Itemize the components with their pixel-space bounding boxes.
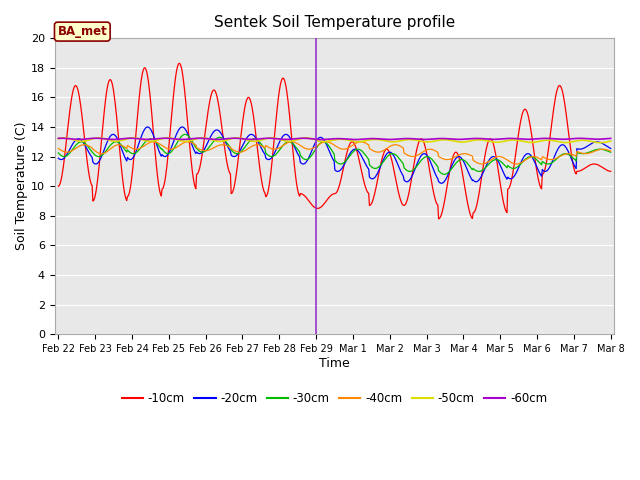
Line: -30cm: -30cm bbox=[58, 134, 611, 174]
-10cm bbox=[423, 153, 431, 158]
Y-axis label: Soil Temperature (C): Soil Temperature (C) bbox=[15, 122, 28, 251]
-10cm bbox=[435, 216, 442, 222]
-20cm bbox=[144, 124, 152, 130]
-10cm bbox=[607, 168, 614, 174]
-20cm bbox=[438, 180, 445, 186]
-10cm bbox=[249, 108, 257, 114]
-50cm bbox=[221, 138, 229, 144]
-60cm bbox=[317, 137, 324, 143]
-30cm bbox=[119, 144, 127, 150]
-60cm bbox=[120, 136, 128, 142]
X-axis label: Time: Time bbox=[319, 357, 350, 370]
-40cm bbox=[221, 142, 229, 148]
Line: -50cm: -50cm bbox=[58, 138, 611, 143]
-50cm bbox=[270, 135, 278, 141]
-40cm bbox=[249, 143, 257, 149]
-20cm bbox=[423, 153, 431, 158]
-60cm bbox=[607, 135, 614, 141]
-10cm bbox=[392, 178, 400, 184]
-50cm bbox=[607, 138, 614, 144]
Legend: -10cm, -20cm, -30cm, -40cm, -50cm, -60cm: -10cm, -20cm, -30cm, -40cm, -50cm, -60cm bbox=[117, 388, 552, 410]
-20cm bbox=[221, 139, 229, 144]
-50cm bbox=[54, 136, 62, 142]
-10cm bbox=[54, 183, 62, 189]
-40cm bbox=[478, 161, 486, 167]
-10cm bbox=[119, 180, 127, 186]
-30cm bbox=[392, 152, 400, 158]
-30cm bbox=[221, 138, 229, 144]
-30cm bbox=[440, 171, 448, 177]
-60cm bbox=[54, 135, 62, 141]
-30cm bbox=[54, 150, 62, 156]
-20cm bbox=[249, 132, 257, 138]
Title: Sentek Soil Temperature profile: Sentek Soil Temperature profile bbox=[214, 15, 455, 30]
-50cm bbox=[596, 140, 604, 145]
-30cm bbox=[270, 153, 278, 159]
-50cm bbox=[60, 135, 68, 141]
Line: -60cm: -60cm bbox=[58, 138, 611, 140]
-40cm bbox=[150, 139, 157, 144]
-60cm bbox=[393, 136, 401, 142]
-10cm bbox=[270, 142, 278, 148]
-10cm bbox=[175, 60, 183, 66]
-30cm bbox=[607, 149, 614, 155]
-60cm bbox=[270, 135, 278, 141]
-50cm bbox=[249, 138, 257, 144]
Line: -20cm: -20cm bbox=[58, 127, 611, 183]
-50cm bbox=[392, 139, 400, 144]
-60cm bbox=[424, 136, 431, 142]
Line: -10cm: -10cm bbox=[58, 63, 611, 219]
-60cm bbox=[249, 136, 257, 142]
-20cm bbox=[392, 157, 400, 163]
-30cm bbox=[181, 132, 189, 137]
-30cm bbox=[423, 154, 431, 159]
Text: BA_met: BA_met bbox=[58, 25, 107, 38]
-40cm bbox=[392, 142, 400, 148]
-40cm bbox=[119, 143, 127, 149]
-20cm bbox=[54, 156, 62, 161]
-40cm bbox=[607, 148, 614, 154]
-60cm bbox=[58, 135, 65, 141]
-40cm bbox=[54, 145, 62, 151]
-20cm bbox=[270, 152, 278, 157]
-10cm bbox=[221, 150, 229, 156]
-50cm bbox=[120, 137, 128, 143]
Line: -40cm: -40cm bbox=[58, 142, 611, 164]
-30cm bbox=[249, 136, 257, 142]
-60cm bbox=[221, 136, 229, 142]
-20cm bbox=[607, 145, 614, 151]
-40cm bbox=[270, 146, 278, 152]
-40cm bbox=[423, 147, 431, 153]
-50cm bbox=[423, 139, 431, 145]
-20cm bbox=[119, 150, 127, 156]
